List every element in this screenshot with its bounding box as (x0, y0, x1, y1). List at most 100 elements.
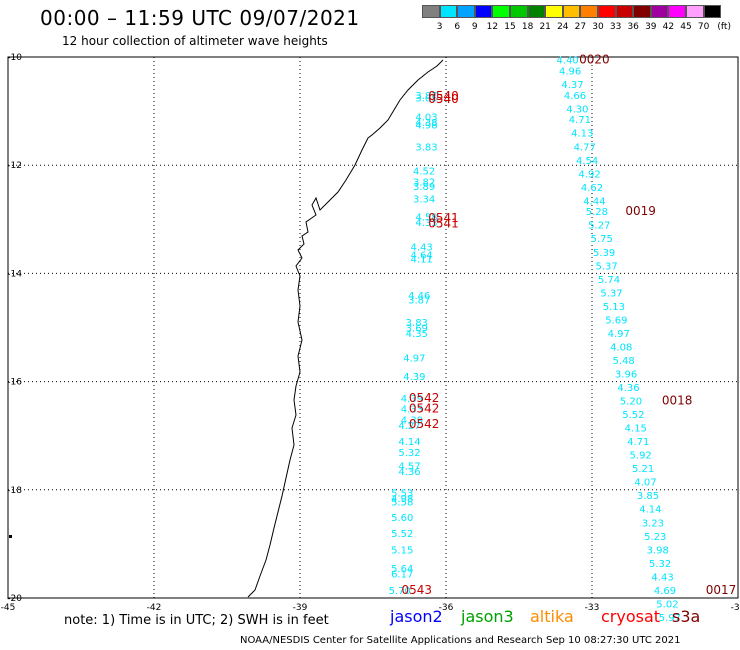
legend-label: (ft) (717, 22, 731, 32)
page-subtitle: 12 hour collection of altimeter wave hei… (62, 34, 328, 48)
time-label: 0542 (409, 417, 440, 431)
wave-height-value: 4.44 (583, 196, 605, 207)
wave-height-value: 4.77 (574, 142, 596, 153)
time-label: 0019 (625, 204, 656, 218)
wave-height-value: 5.32 (649, 559, 671, 570)
wave-height-value: 4.92 (578, 169, 600, 180)
satellite-name: jason3 (461, 607, 514, 626)
wave-height-value: 5.60 (391, 513, 413, 524)
legend-swatch (562, 5, 581, 18)
y-tick-label: -12 (7, 161, 22, 171)
x-tick-label: -30 (731, 603, 740, 613)
legend-swatch (580, 5, 598, 18)
wave-height-value: 5.27 (588, 221, 610, 232)
wave-height-value: 4.98 (415, 121, 437, 132)
x-tick-label: -45 (1, 603, 16, 613)
wave-height-value: 3.89 (413, 182, 435, 193)
y-tick-label: -16 (7, 378, 22, 388)
legend-swatch (457, 5, 475, 18)
wave-height-value: 3.65 (415, 94, 437, 105)
legend-label: 21 (539, 22, 551, 32)
wave-height-value: 4.96 (559, 67, 581, 78)
island-mark (9, 535, 12, 538)
legend-label: 33 (609, 22, 622, 32)
wave-height-value: 4.27 (398, 421, 420, 432)
wave-height-value: 3.87 (415, 91, 437, 102)
wave-height-value: 4.43 (651, 572, 673, 583)
time-label: 0017 (706, 583, 737, 597)
wave-height-value: 5.64 (391, 564, 413, 575)
wave-height-value: 3.96 (615, 369, 637, 380)
x-tick-label: -39 (293, 603, 308, 613)
time-label: 0541 (428, 211, 459, 225)
legend-label: 3 (436, 22, 443, 32)
wave-height-value: 3.87 (408, 295, 430, 306)
wave-height-value: 4.57 (398, 461, 420, 472)
legend-swatch (650, 5, 669, 18)
wave-height-value: 4.62 (581, 183, 603, 194)
page-title: 00:00 – 11:59 UTC 09/07/2021 (40, 6, 360, 30)
wave-height-value: 4.30 (566, 104, 588, 115)
wave-height-value: 5.58 (391, 498, 413, 509)
wave-height-value: 4.54 (576, 156, 598, 167)
time-label: 0541 (428, 217, 459, 231)
legend-label: 24 (557, 22, 569, 32)
legend-swatch (703, 5, 722, 18)
legend-swatch (422, 5, 440, 18)
wave-height-value: 4.38 (415, 118, 437, 129)
wave-height-value: 6.17 (391, 570, 413, 581)
legend-swatch (527, 5, 546, 18)
legend-label: 45 (680, 22, 692, 32)
legend-label: 30 (592, 22, 604, 32)
legend-swatch (615, 5, 634, 18)
satellite-name: jason2 (390, 607, 443, 626)
time-label: 0543 (402, 583, 433, 597)
wave-height-value: 4.13 (571, 129, 593, 140)
wave-height-value: 5.52 (622, 410, 644, 421)
legend-label: 6 (454, 22, 461, 32)
wave-height-value: 4.37 (561, 80, 583, 91)
legend-swatch (545, 5, 563, 18)
x-tick-label: -36 (439, 603, 454, 613)
legend-label: 15 (504, 22, 516, 32)
legend-label: 9 (471, 22, 478, 32)
wave-height-value: 3.34 (413, 195, 435, 206)
wave-height-value: 5.48 (613, 356, 635, 367)
wave-height-value: 5.37 (595, 261, 617, 272)
wave-height-value: 4.36 (398, 467, 420, 478)
satellite-name: cryosat (601, 607, 661, 626)
wave-height-value: 4.39 (401, 415, 423, 426)
wave-height-value: 5.02 (656, 599, 678, 610)
wave-height-value: 3.83 (406, 318, 428, 329)
wave-height-value: 4.11 (411, 254, 433, 265)
legend-label: 12 (486, 22, 499, 32)
satellite-name: altika (530, 607, 574, 626)
wave-height-value: 4.97 (608, 329, 630, 340)
wave-height-value: 3.82 (413, 177, 435, 188)
wave-height-value: 4.64 (411, 250, 433, 261)
wave-height-value: 5.52 (391, 529, 413, 540)
color-legend (422, 5, 722, 18)
legend-swatch (492, 5, 510, 18)
wave-height-value: 4.15 (625, 424, 647, 435)
legend-swatch (597, 5, 616, 18)
wave-height-value: 4.36 (617, 383, 639, 394)
wave-height-value: 4.71 (627, 437, 649, 448)
time-label: 0540 (428, 89, 459, 103)
wave-height-value: 4.33 (401, 405, 423, 416)
wave-height-value: 4.39 (403, 372, 425, 383)
wave-height-value: 5.28 (586, 207, 608, 218)
wave-height-value: 4.40 (557, 56, 579, 67)
wave-height-value: 5.15 (391, 545, 413, 556)
wave-height-value: 5.92 (630, 451, 652, 462)
wave-height-value: 5.37 (600, 288, 622, 299)
wave-height-value: 3.98 (647, 545, 669, 556)
legend-label: 27 (574, 22, 587, 32)
wave-height-value: 4.66 (564, 91, 586, 102)
legend-swatch (633, 5, 651, 18)
wave-height-value: 4.58 (415, 213, 437, 224)
time-label: 0540 (428, 92, 459, 106)
legend-label: 70 (697, 22, 710, 32)
y-tick-label: -18 (7, 486, 22, 496)
legend-label: 18 (521, 22, 534, 32)
